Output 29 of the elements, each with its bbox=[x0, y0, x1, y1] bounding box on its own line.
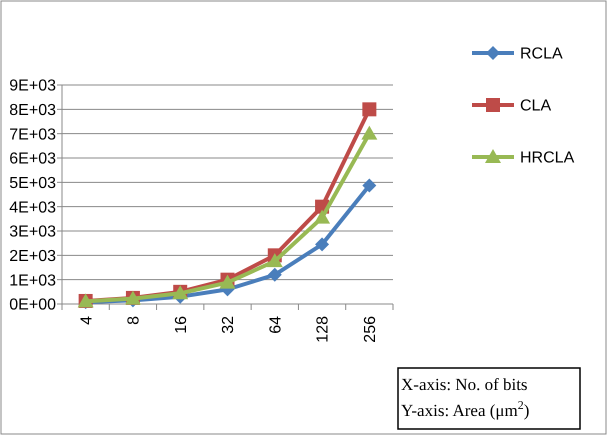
point bbox=[362, 102, 376, 116]
x-tick-label: 8 bbox=[126, 316, 143, 325]
x-tick-label: 4 bbox=[78, 316, 96, 325]
legend-label: RCLA bbox=[520, 46, 564, 63]
text: Y-axis: Area (μm$^{2}$) bbox=[401, 398, 530, 420]
x-tick-label: 64 bbox=[267, 316, 284, 334]
point bbox=[266, 253, 283, 268]
y-tick-label: 1E+03 bbox=[9, 272, 56, 290]
point bbox=[361, 126, 378, 140]
legend-label: CLA bbox=[520, 98, 552, 115]
point bbox=[314, 210, 330, 224]
point bbox=[362, 178, 376, 192]
x-tick-label: 16 bbox=[172, 316, 190, 334]
x-tick-label: 256 bbox=[362, 316, 379, 343]
y-tick-label: 6E+03 bbox=[9, 150, 56, 168]
y-tick-label: 8E+03 bbox=[9, 102, 56, 119]
y-tick-label: 9E+03 bbox=[9, 78, 56, 95]
y-tick-label: 4E+03 bbox=[9, 199, 56, 216]
point bbox=[315, 237, 330, 252]
legend-label: HRCLA bbox=[520, 150, 575, 167]
point bbox=[268, 268, 282, 282]
x-tick-label: 32 bbox=[220, 316, 238, 334]
y-tick-label: 2E+03 bbox=[9, 248, 56, 265]
y-tick-label: 5E+03 bbox=[9, 174, 56, 192]
y-tick-label: 7E+03 bbox=[9, 126, 56, 144]
y-tick-label: 3E+03 bbox=[9, 224, 56, 241]
y-tick-label: 0E+00 bbox=[9, 296, 56, 314]
x-tick-label: 128 bbox=[314, 316, 332, 343]
text: X-axis: No. of bits bbox=[401, 375, 528, 394]
